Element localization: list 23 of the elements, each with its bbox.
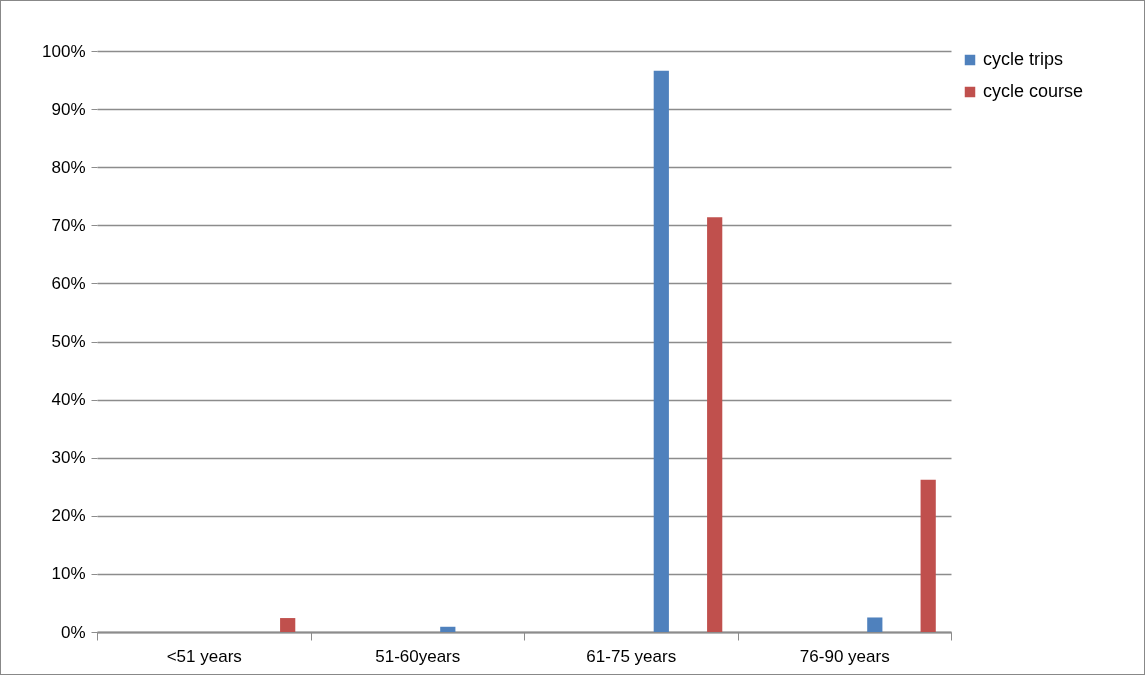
y-tick-label: 70% [51, 215, 86, 235]
y-tick-label: 40% [51, 390, 86, 410]
y-tick-label: 10% [51, 564, 86, 584]
x-tick-label: 61-75 years [586, 646, 677, 666]
x-tick-label: 51-60years [375, 646, 461, 666]
bar [653, 70, 669, 632]
bar [440, 626, 456, 632]
bar [867, 617, 883, 632]
legend-label: cycle course [983, 81, 1084, 101]
x-tick-label: 76-90 years [799, 646, 890, 666]
bar [707, 217, 723, 632]
y-tick-label: 60% [51, 273, 86, 293]
y-tick-label: 30% [51, 448, 86, 468]
y-tick-label: 100% [42, 41, 86, 61]
y-tick-label: 90% [51, 99, 86, 119]
x-tick-label: <51 years [166, 646, 242, 666]
y-tick-label: 20% [51, 506, 86, 526]
bar [280, 618, 296, 632]
bar [920, 479, 936, 632]
y-tick-label: 0% [60, 622, 86, 642]
y-tick-label: 50% [51, 332, 86, 351]
y-tick-label: 80% [51, 157, 86, 177]
legend-label: cycle trips [983, 49, 1064, 69]
